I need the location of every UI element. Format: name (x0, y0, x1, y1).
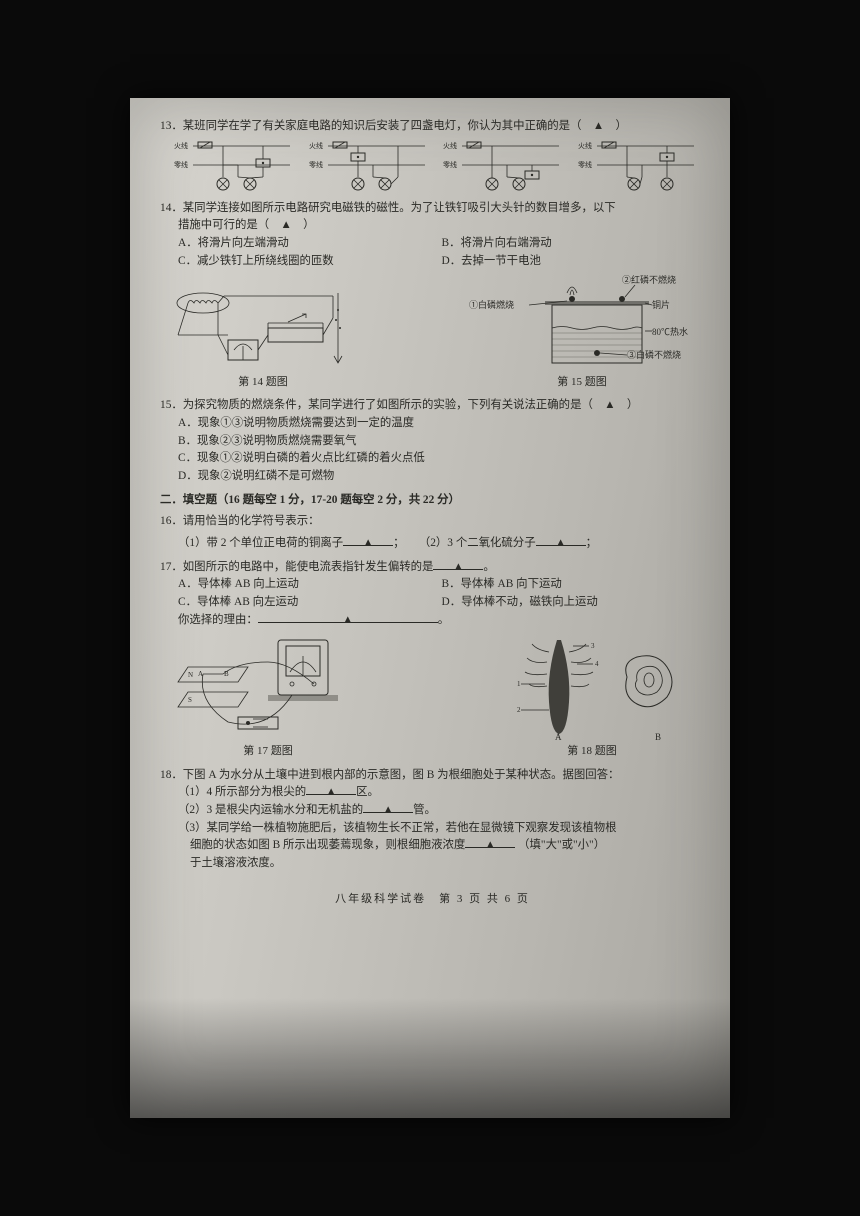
q14-opt-b: B．将滑片向右端滑动 (442, 235, 706, 253)
q17-stem: 17．如图所示的电路中，能使电流表指针发生偏转的是▲。 (160, 559, 705, 577)
q15-label-2: ②红磷不燃烧 (622, 274, 676, 285)
q14-q15-figures: 第 14 题图 ②红磷不燃烧 ①白磷燃烧 铜片 80℃热水 ③白磷不燃烧 (160, 273, 705, 391)
svg-text:1: 1 (517, 680, 521, 688)
q13-stem: 13．某班同学在学了有关家庭电路的知识后安装了四盏电灯，你认为其中正确的是（ ▲… (160, 118, 705, 136)
q18-p1a: （1）4 所示部分为根尖的 (178, 786, 306, 798)
q13-circuit-b: 火线 零线 (303, 139, 428, 194)
svg-text:零线: 零线 (443, 160, 457, 169)
q17-caption: 第 17 题图 (168, 743, 368, 760)
paper-content: 13．某班同学在学了有关家庭电路的知识后安装了四盏电灯，你认为其中正确的是（ ▲… (160, 118, 705, 908)
svg-text:零线: 零线 (578, 160, 592, 169)
q17-blank-1: ▲ (433, 559, 483, 570)
q15-opt-d: D．现象②说明红磷不是可燃物 (160, 468, 705, 486)
q18-p3-line2: 细胞的状态如图 B 所示出现萎蔫现象，则根细胞液浓度▲ （填"大"或"小"） (160, 837, 705, 855)
svg-text:4: 4 (595, 660, 599, 668)
q14-electromagnet-diagram (168, 278, 358, 373)
svg-text:零线: 零线 (309, 160, 323, 169)
q18-blank-2: ▲ (363, 802, 413, 813)
q15-figure-block: ②红磷不燃烧 ①白磷燃烧 铜片 80℃热水 ③白磷不燃烧 (467, 273, 697, 391)
svg-text:火线: 火线 (578, 141, 592, 150)
q15-opt-a: A．现象①③说明物质燃烧需要达到一定的温度 (160, 415, 705, 433)
q17-induction-diagram: N S BA (168, 632, 368, 742)
question-13: 13．某班同学在学了有关家庭电路的知识后安装了四盏电灯，你认为其中正确的是（ ▲… (160, 118, 705, 194)
q17-options: A．导体棒 AB 向上运动 B．导体棒 AB 向下运动 C．导体棒 AB 向左运… (160, 576, 705, 611)
q18-p1b: 区。 (356, 786, 379, 798)
q16-p1a: （1）带 2 个单位正电荷的铜离子 (178, 537, 343, 549)
q18-blank-3: ▲ (465, 837, 515, 848)
section-2-heading: 二．填空题（16 题每空 1 分，17-20 题每空 2 分，共 22 分） (160, 492, 705, 510)
question-18: 18．下图 A 为水分从土壤中进到根内部的示意图，图 B 为根细胞处于某种状态。… (160, 767, 705, 873)
q14-options: A．将滑片向左端滑动 B．将滑片向右端滑动 C．减少铁钉上所绕线圈的匝数 D．去… (160, 235, 705, 270)
scanned-page: 13．某班同学在学了有关家庭电路的知识后安装了四盏电灯，你认为其中正确的是（ ▲… (130, 98, 730, 1118)
q18-blank-1: ▲ (306, 784, 356, 795)
q15-caption: 第 15 题图 (467, 374, 697, 391)
q18-figure-block: 3 4 1 2 A B 第 18 题图 (487, 632, 697, 760)
q18-p3-line1: （3）某同学给一株植物施肥后，该植物生长不正常，若他在显微镜下观察发现该植物根 (160, 820, 705, 838)
q16-blank-1: ▲ (343, 535, 393, 546)
q13-circuit-a: 火线 零线 (168, 139, 293, 194)
q17-blank-2: ▲ (258, 612, 438, 623)
q17-opt-c: C．导体棒 AB 向左运动 (178, 594, 442, 612)
label-neutral: 零线 (174, 160, 188, 169)
q18-p2b: 管。 (413, 804, 436, 816)
q16-stem: 16．请用恰当的化学符号表示： (160, 513, 705, 531)
q14-opt-d: D．去掉一节干电池 (442, 253, 706, 271)
q18-p3c: （填"大"或"小"） (518, 839, 605, 851)
q14-stem2: 措施中可行的是（ ▲ ） (160, 217, 705, 235)
q13-circuit-d: 火线 零线 (572, 139, 697, 194)
svg-text:2: 2 (517, 706, 521, 714)
svg-text:3: 3 (591, 642, 595, 650)
svg-text:火线: 火线 (443, 141, 457, 150)
q18-p3b: 细胞的状态如图 B 所示出现萎蔫现象，则根细胞液浓度 (190, 839, 465, 851)
q17-opt-b: B．导体棒 AB 向下运动 (442, 576, 706, 594)
q18-p3-line3: 于土壤溶液浓度。 (160, 855, 705, 873)
q18-p2: （2）3 是根尖内运输水分和无机盐的▲管。 (160, 802, 705, 820)
q14-opt-a: A．将滑片向左端滑动 (178, 235, 442, 253)
q17-reason: 你选择的理由：▲。 (160, 612, 705, 630)
question-17: 17．如图所示的电路中，能使电流表指针发生偏转的是▲。 A．导体棒 AB 向上运… (160, 559, 705, 761)
question-15: 15．为探究物质的燃烧条件，某同学进行了如图所示的实验，下列有关说法正确的是（ … (160, 397, 705, 485)
q16-p2a: （2）3 个二氧化硫分子 (419, 537, 536, 549)
q18-root-diagram: 3 4 1 2 A B (487, 632, 697, 742)
q14-figure-block: 第 14 题图 (168, 278, 358, 391)
q16-blank-2: ▲ (536, 535, 586, 546)
q18-p2a: （2）3 是根尖内运输水分和无机盐的 (178, 804, 363, 816)
q15-combustion-diagram: ②红磷不燃烧 ①白磷燃烧 铜片 80℃热水 ③白磷不燃烧 (467, 273, 697, 373)
svg-text:火线: 火线 (309, 141, 323, 150)
q18-stem: 18．下图 A 为水分从土壤中进到根内部的示意图，图 B 为根细胞处于某种状态。… (160, 767, 705, 785)
q15-label-water: 80℃热水 (652, 326, 688, 337)
page-footer: 八年级科学试卷 第 3 页 共 6 页 (160, 891, 705, 908)
q17-opt-a: A．导体棒 AB 向上运动 (178, 576, 442, 594)
q17-reason-label: 你选择的理由： (178, 614, 258, 626)
q18-caption: 第 18 题图 (487, 743, 697, 760)
q13-circuit-c: 火线 零线 (437, 139, 562, 194)
label-live: 火线 (174, 141, 188, 150)
q18-p1: （1）4 所示部分为根尖的▲区。 (160, 784, 705, 802)
q14-stem: 14．某同学连接如图所示电路研究电磁铁的磁性。为了让铁钉吸引大头针的数目增多，以… (160, 200, 705, 218)
svg-text:A: A (555, 732, 562, 742)
q17-figure-block: N S BA 第 17 题图 (168, 632, 368, 760)
photo-shadow-overlay (130, 998, 730, 1118)
q17-stem-text: 17．如图所示的电路中，能使电流表指针发生偏转的是 (160, 561, 433, 573)
q16-parts: （1）带 2 个单位正电荷的铜离子▲； （2）3 个二氧化硫分子▲； (160, 535, 705, 553)
q16-p1b: ； (393, 537, 404, 549)
q15-opt-c: C．现象①②说明白磷的着火点比红磷的着火点低 (160, 450, 705, 468)
q15-label-copper: 铜片 (652, 299, 670, 310)
svg-text:N: N (188, 671, 193, 679)
q13-figures: 火线 零线 火线 零线 (160, 139, 705, 194)
q14-caption: 第 14 题图 (168, 374, 358, 391)
q16-p2b: ； (586, 537, 597, 549)
q17-opt-d: D．导体棒不动，磁铁向上运动 (442, 594, 706, 612)
question-16: 16．请用恰当的化学符号表示： （1）带 2 个单位正电荷的铜离子▲； （2）3… (160, 513, 705, 552)
q15-stem: 15．为探究物质的燃烧条件，某同学进行了如图所示的实验，下列有关说法正确的是（ … (160, 397, 705, 415)
svg-text:S: S (188, 696, 192, 704)
question-14: 14．某同学连接如图所示电路研究电磁铁的磁性。为了让铁钉吸引大头针的数目增多，以… (160, 200, 705, 392)
svg-text:B: B (655, 732, 661, 742)
q15-label-1: ①白磷燃烧 (469, 299, 514, 310)
q17-q18-figures: N S BA 第 17 题图 (160, 632, 705, 760)
q15-opt-b: B．现象②③说明物质燃烧需要氧气 (160, 433, 705, 451)
q14-opt-c: C．减少铁钉上所绕线圈的匝数 (178, 253, 442, 271)
